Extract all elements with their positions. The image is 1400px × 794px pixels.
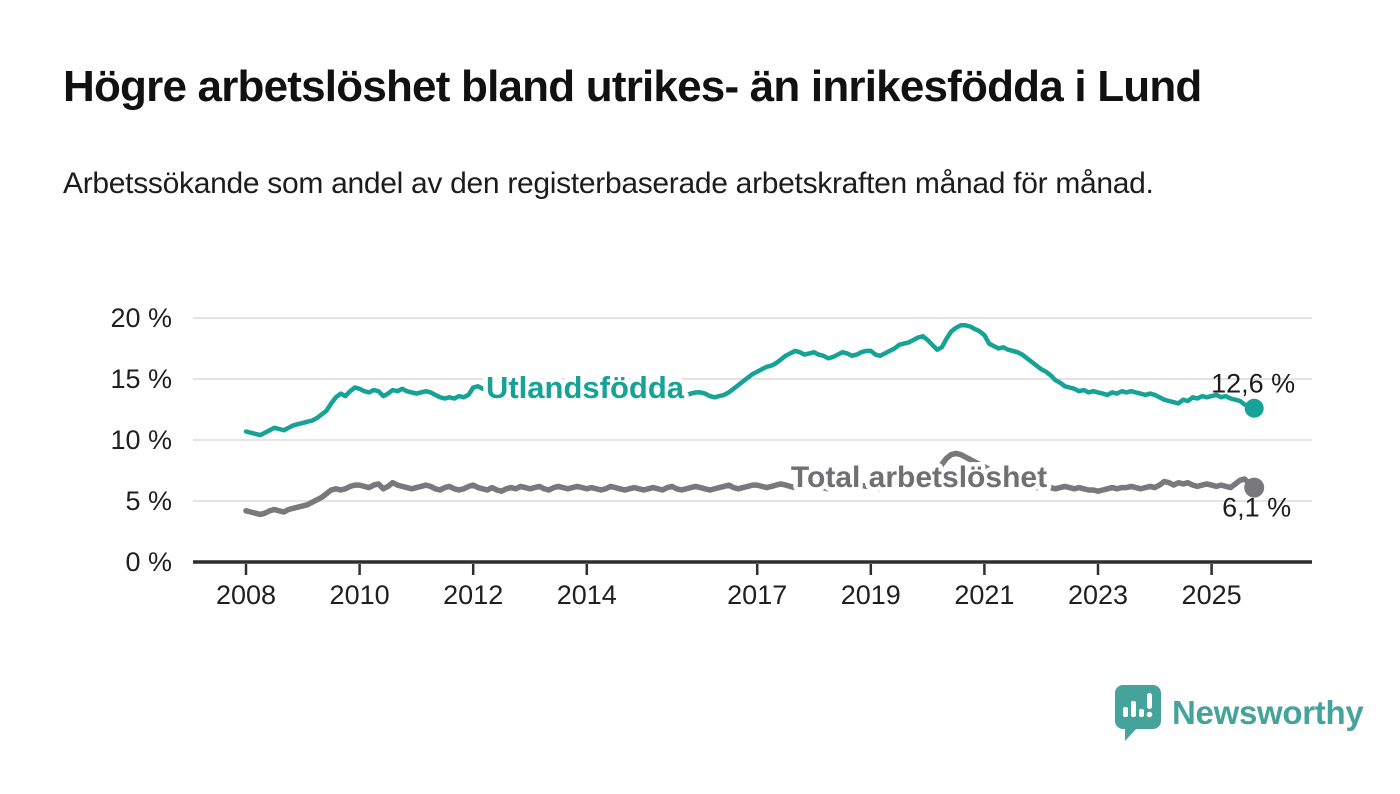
x-axis-label-2012: 2012 xyxy=(443,580,503,610)
x-axis-label-2023: 2023 xyxy=(1068,580,1128,610)
brand-logo: Newsworthy xyxy=(1114,684,1364,742)
speech-bubble-shape xyxy=(1115,685,1161,741)
series-end-dot-utlandsfodda xyxy=(1244,398,1264,418)
bar-2 xyxy=(1131,701,1136,717)
series-label-total: Total arbetslöshet xyxy=(791,461,1047,494)
y-axis-label-5: 5 % xyxy=(125,486,172,516)
exclamation-dot xyxy=(1146,711,1153,718)
newsworthy-bubble-icon xyxy=(1115,685,1161,741)
exclamation-bar xyxy=(1147,693,1152,709)
brand-name: Newsworthy xyxy=(1172,694,1364,731)
y-axis-label-20: 20 % xyxy=(110,303,172,333)
x-axis-label-2010: 2010 xyxy=(330,580,390,610)
x-axis-label-2025: 2025 xyxy=(1182,580,1242,610)
bar-1 xyxy=(1123,707,1128,717)
page-subtitle: Arbetssökande som andel av den registerb… xyxy=(63,167,1154,200)
series-line-utlandsfodda xyxy=(243,323,1257,438)
x-axis-label-2017: 2017 xyxy=(727,580,787,610)
page-title: Högre arbetslöshet bland utrikes- än inr… xyxy=(63,62,1202,111)
y-axis-label-0: 0 % xyxy=(125,547,172,577)
bar-3 xyxy=(1139,709,1144,717)
series-end-dot-total xyxy=(1244,477,1265,498)
x-axis-label-2008: 2008 xyxy=(216,580,276,610)
series-line-total xyxy=(243,450,1257,518)
end-value-label-total: 6,1 % xyxy=(1222,493,1291,523)
x-axis-label-2014: 2014 xyxy=(557,580,617,610)
series-label-utlandsfodda: Utlandsfödda xyxy=(486,370,685,405)
x-axis-label-2019: 2019 xyxy=(841,580,901,610)
y-axis-label-10: 10 % xyxy=(110,425,172,455)
y-axis-label-15: 15 % xyxy=(110,364,172,394)
end-value-label-utlandsfodda: 12,6 % xyxy=(1211,368,1295,398)
x-axis-label-2021: 2021 xyxy=(954,580,1014,610)
